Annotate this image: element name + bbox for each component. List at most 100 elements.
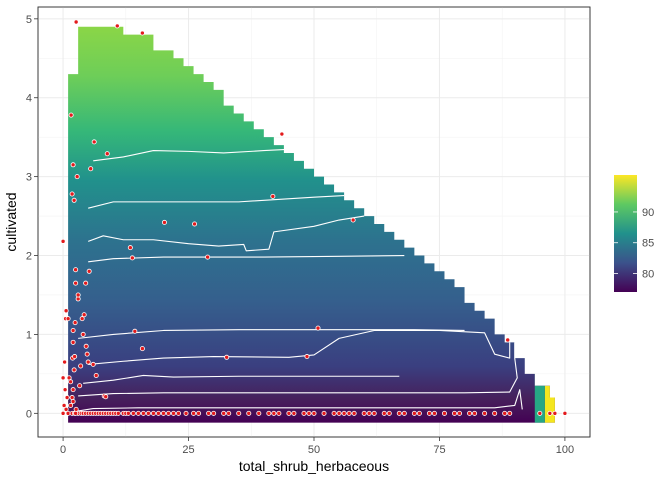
data-point xyxy=(73,410,79,416)
data-point xyxy=(211,410,217,416)
data-point xyxy=(150,410,156,416)
data-point xyxy=(386,410,392,416)
data-point xyxy=(140,410,146,416)
data-point xyxy=(341,410,347,416)
data-point xyxy=(321,410,327,416)
data-point xyxy=(155,410,161,416)
data-point xyxy=(381,410,387,416)
data-point xyxy=(304,354,310,360)
data-point xyxy=(279,131,285,137)
data-point xyxy=(431,410,437,416)
data-point xyxy=(351,410,357,416)
data-point xyxy=(160,410,166,416)
data-point xyxy=(60,375,66,381)
data-point xyxy=(452,410,458,416)
high-value-patch xyxy=(544,385,555,423)
contour-line xyxy=(83,374,400,384)
data-point xyxy=(467,410,473,416)
data-point xyxy=(69,191,75,197)
data-point xyxy=(276,410,282,416)
colorbar xyxy=(614,175,637,292)
data-point xyxy=(72,354,78,360)
data-point xyxy=(63,406,69,412)
data-point xyxy=(562,410,568,416)
y-tick-label: 1 xyxy=(26,329,32,341)
data-point xyxy=(65,410,71,416)
data-point xyxy=(270,193,276,199)
contour-line xyxy=(88,254,405,263)
data-point xyxy=(411,410,417,416)
data-point xyxy=(83,343,89,349)
mid-value-patch xyxy=(534,373,545,423)
data-point xyxy=(492,410,498,416)
data-point xyxy=(73,280,79,286)
data-point xyxy=(81,312,87,318)
data-point xyxy=(416,410,422,416)
colorbar-tick-label: 90 xyxy=(642,207,654,219)
data-point xyxy=(129,255,135,261)
data-point xyxy=(331,410,337,416)
data-point xyxy=(73,406,79,412)
data-point xyxy=(371,410,377,416)
data-point xyxy=(130,410,136,416)
y-tick-label: 2 xyxy=(26,251,32,263)
data-point xyxy=(205,254,211,260)
observation-points xyxy=(60,19,568,416)
contour-line xyxy=(88,329,511,365)
x-tick-label: 100 xyxy=(556,444,574,456)
data-point xyxy=(507,410,513,416)
data-point xyxy=(482,410,488,416)
contour-line xyxy=(88,195,345,209)
data-point xyxy=(61,402,67,408)
data-point xyxy=(70,398,76,404)
data-point xyxy=(74,174,80,180)
data-point xyxy=(85,359,91,365)
contour-line xyxy=(78,342,518,397)
data-point xyxy=(196,410,202,416)
data-point xyxy=(346,410,352,416)
data-point xyxy=(125,410,131,416)
data-point xyxy=(103,394,109,400)
data-point xyxy=(80,331,86,337)
data-point xyxy=(132,328,138,334)
contour-line xyxy=(87,215,365,252)
data-point xyxy=(115,410,121,416)
data-point xyxy=(60,410,66,416)
data-point xyxy=(315,325,321,331)
data-point xyxy=(361,410,367,416)
data-point xyxy=(70,162,76,168)
data-point xyxy=(537,410,543,416)
data-point xyxy=(91,139,97,145)
data-point xyxy=(170,410,176,416)
data-point xyxy=(191,410,197,416)
data-point xyxy=(86,268,92,274)
x-axis: 0 25 50 75 100 xyxy=(60,437,574,456)
data-point xyxy=(60,238,66,244)
data-point xyxy=(70,327,76,333)
data-point xyxy=(547,410,553,416)
data-point xyxy=(426,410,432,416)
data-point xyxy=(114,23,120,29)
data-point xyxy=(224,354,230,360)
data-point xyxy=(165,410,171,416)
data-point xyxy=(69,395,75,401)
data-point xyxy=(161,219,167,225)
data-point xyxy=(72,320,78,326)
y-tick-label: 4 xyxy=(26,93,32,105)
data-point xyxy=(457,410,463,416)
data-point xyxy=(90,361,96,367)
data-point xyxy=(286,410,292,416)
data-point xyxy=(62,359,68,365)
data-point xyxy=(301,410,307,416)
data-point xyxy=(127,245,133,251)
data-point xyxy=(266,410,272,416)
data-point xyxy=(145,410,151,416)
data-point xyxy=(62,387,68,393)
data-point xyxy=(68,112,74,118)
data-point xyxy=(71,367,77,373)
data-point xyxy=(70,387,76,393)
x-tick-label: 25 xyxy=(182,444,194,456)
y-tick-label: 3 xyxy=(26,172,32,184)
data-point xyxy=(306,410,312,416)
data-point xyxy=(396,410,402,416)
